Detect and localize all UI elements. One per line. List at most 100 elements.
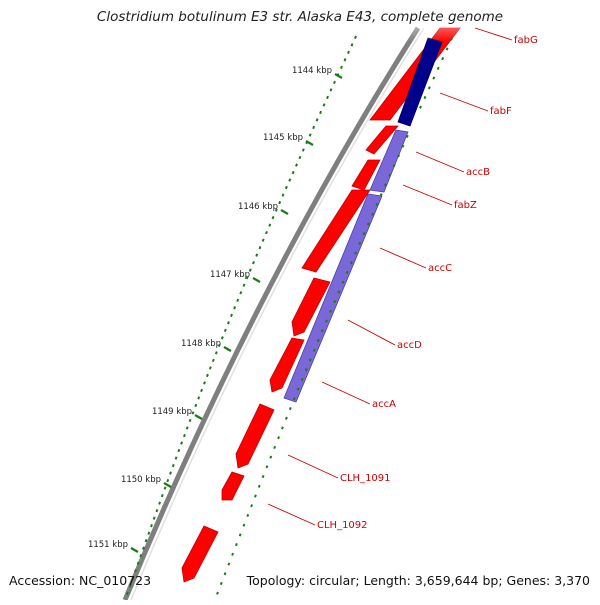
track-tick bbox=[441, 57, 445, 61]
gene-labels: fabG fabF accB fabZ accC accD accA CLH_1091 CLH_… bbox=[267, 27, 538, 531]
track-tick bbox=[401, 144, 405, 148]
track-tick bbox=[246, 513, 250, 518]
tick-minor bbox=[239, 291, 243, 295]
tick-minor bbox=[281, 193, 285, 197]
gene-arrow bbox=[301, 189, 371, 273]
tick-minor bbox=[301, 148, 305, 152]
track-tick bbox=[281, 426, 284, 430]
tick-minor bbox=[144, 539, 148, 543]
tick-minor bbox=[233, 306, 237, 310]
track-tick bbox=[388, 173, 392, 177]
tick-minor bbox=[308, 133, 312, 137]
track-tick bbox=[445, 47, 449, 51]
tick-minor bbox=[147, 531, 151, 535]
gene-arrow bbox=[269, 337, 305, 393]
gene-label-clh_1091: CLH_1091 bbox=[340, 473, 391, 484]
tick-minor bbox=[326, 95, 329, 100]
tick-minor bbox=[150, 524, 153, 528]
tick-minor bbox=[205, 373, 209, 378]
gene-arrow bbox=[221, 471, 245, 501]
gene-label-fabf: fabF bbox=[490, 106, 512, 117]
tick-minor bbox=[214, 351, 218, 355]
tick-minor bbox=[197, 396, 201, 400]
tick-minor bbox=[152, 516, 156, 520]
tick-minor bbox=[315, 118, 319, 122]
tick-label: 1151 kbp bbox=[88, 540, 128, 550]
tick-minor bbox=[236, 298, 240, 302]
track-tick bbox=[227, 562, 231, 566]
tick-minor bbox=[248, 268, 252, 272]
tick-minor bbox=[245, 276, 249, 280]
tick-major bbox=[223, 346, 232, 352]
track-tick bbox=[296, 387, 300, 391]
tick-minor bbox=[258, 246, 262, 250]
tick-minor bbox=[158, 501, 162, 505]
tick-minor bbox=[319, 110, 323, 115]
track-tick bbox=[362, 232, 366, 236]
gene-label-fabz: fabZ bbox=[454, 200, 477, 211]
track-tick bbox=[265, 465, 269, 469]
gene-leader-line bbox=[267, 503, 316, 526]
gene-leader-line bbox=[474, 27, 513, 41]
track-tick bbox=[405, 134, 409, 138]
gene-arrow bbox=[235, 403, 275, 469]
tick-minor bbox=[284, 185, 288, 190]
tick-major bbox=[280, 209, 289, 215]
tick-minor bbox=[163, 486, 167, 490]
track-tick bbox=[312, 348, 316, 352]
track-tick bbox=[358, 241, 362, 245]
tick-label: 1144 kbp bbox=[292, 66, 332, 76]
track-tick bbox=[216, 591, 219, 595]
track-tick bbox=[219, 581, 223, 586]
track-tick bbox=[300, 377, 304, 381]
tick-major bbox=[130, 547, 139, 553]
track-tick bbox=[325, 319, 328, 323]
gene-arrow bbox=[291, 277, 331, 337]
tick-minor bbox=[268, 223, 272, 227]
gene-leader-line bbox=[347, 319, 396, 346]
tick-minor bbox=[340, 65, 343, 70]
tick-minor bbox=[142, 546, 145, 550]
gene-label-acca: accA bbox=[372, 399, 396, 410]
tick-minor bbox=[350, 43, 354, 47]
gene-label-accb: accB bbox=[466, 167, 490, 178]
tick-minor bbox=[271, 215, 275, 220]
tick-minor bbox=[208, 366, 212, 370]
tick-minor bbox=[354, 35, 357, 39]
track-tick bbox=[257, 484, 261, 488]
track-tick bbox=[277, 436, 280, 440]
track-tick bbox=[345, 270, 349, 275]
gene-leader-line bbox=[415, 151, 465, 173]
track-tick bbox=[320, 329, 324, 333]
tick-label: 1147 kbp bbox=[210, 270, 250, 280]
tick-minor bbox=[312, 125, 316, 130]
tick-minor bbox=[134, 569, 137, 573]
gene-leader-line bbox=[287, 454, 339, 479]
tick-minor bbox=[174, 456, 178, 460]
track-tick bbox=[392, 163, 396, 168]
track-tick bbox=[304, 368, 308, 372]
track-tick bbox=[366, 222, 370, 226]
track-tick bbox=[234, 543, 238, 547]
tick-minor bbox=[211, 358, 215, 363]
tick-minor bbox=[180, 441, 184, 445]
tick-major bbox=[163, 482, 172, 488]
tick-minor bbox=[217, 343, 221, 348]
topology-text: Topology: circular; Length: 3,659,644 bp… bbox=[246, 573, 590, 588]
tick-minor bbox=[242, 283, 246, 287]
ruler-ticks: 1144 kbp 1145 kbp 1146 kbp 1147 kbp 1148 kbp… bbox=[88, 35, 453, 595]
tick-minor bbox=[278, 200, 282, 205]
tick-minor bbox=[343, 58, 347, 62]
tick-minor bbox=[230, 313, 233, 317]
track-tick bbox=[375, 202, 379, 207]
gene-label-clh_1092: CLH_1092 bbox=[317, 520, 368, 531]
tick-minor bbox=[166, 478, 170, 483]
gene-label-accd: accD bbox=[397, 340, 422, 351]
gene-leader-line bbox=[439, 92, 489, 112]
tick-major bbox=[252, 277, 261, 283]
gene-label-fabg: fabG bbox=[514, 35, 538, 46]
track-tick bbox=[288, 406, 292, 411]
tick-minor bbox=[274, 208, 278, 212]
tick-minor bbox=[252, 261, 255, 265]
